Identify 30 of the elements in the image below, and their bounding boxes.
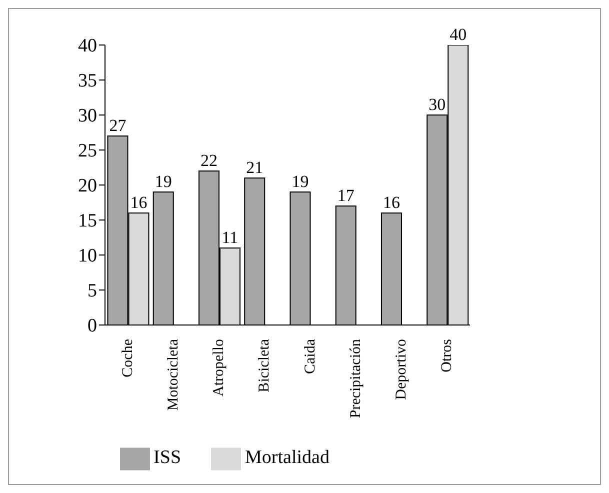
data-label: 16 xyxy=(382,193,400,212)
data-label: 19 xyxy=(292,172,309,191)
y-tick-label: 40 xyxy=(78,36,97,57)
y-tick-label: 35 xyxy=(78,70,97,92)
data-label: 21 xyxy=(246,158,264,177)
y-tick-label: 20 xyxy=(78,176,97,197)
y-tick-label: 25 xyxy=(78,140,97,162)
data-label: 40 xyxy=(450,25,467,44)
data-label: 17 xyxy=(337,186,355,205)
y-tick-label: 5 xyxy=(88,280,97,302)
data-label: 16 xyxy=(130,193,148,212)
data-label: 30 xyxy=(428,95,446,114)
y-tick-label: 0 xyxy=(88,316,97,337)
y-tick-label: 10 xyxy=(78,246,97,267)
legend-label: Mortalidad xyxy=(245,447,330,468)
x-tick-label: Otros xyxy=(439,338,456,372)
data-label: 19 xyxy=(154,172,172,191)
x-tick-label: Atropello xyxy=(211,339,228,396)
legend-label: ISS xyxy=(154,447,182,468)
x-tick-label: Coche xyxy=(120,338,136,378)
y-tick-label: 30 xyxy=(78,106,97,127)
x-tick-label: Precipitación xyxy=(348,338,364,418)
x-tick-label: Deportivo xyxy=(394,339,410,400)
y-tick-label: 15 xyxy=(78,210,97,232)
data-label: 11 xyxy=(222,228,238,247)
x-tick-label: Caida xyxy=(302,338,318,374)
x-tick-label: Bicicleta xyxy=(256,338,273,392)
x-tick-label: Motocicleta xyxy=(165,338,182,411)
data-label: 22 xyxy=(200,151,218,170)
data-label: 27 xyxy=(109,116,127,135)
